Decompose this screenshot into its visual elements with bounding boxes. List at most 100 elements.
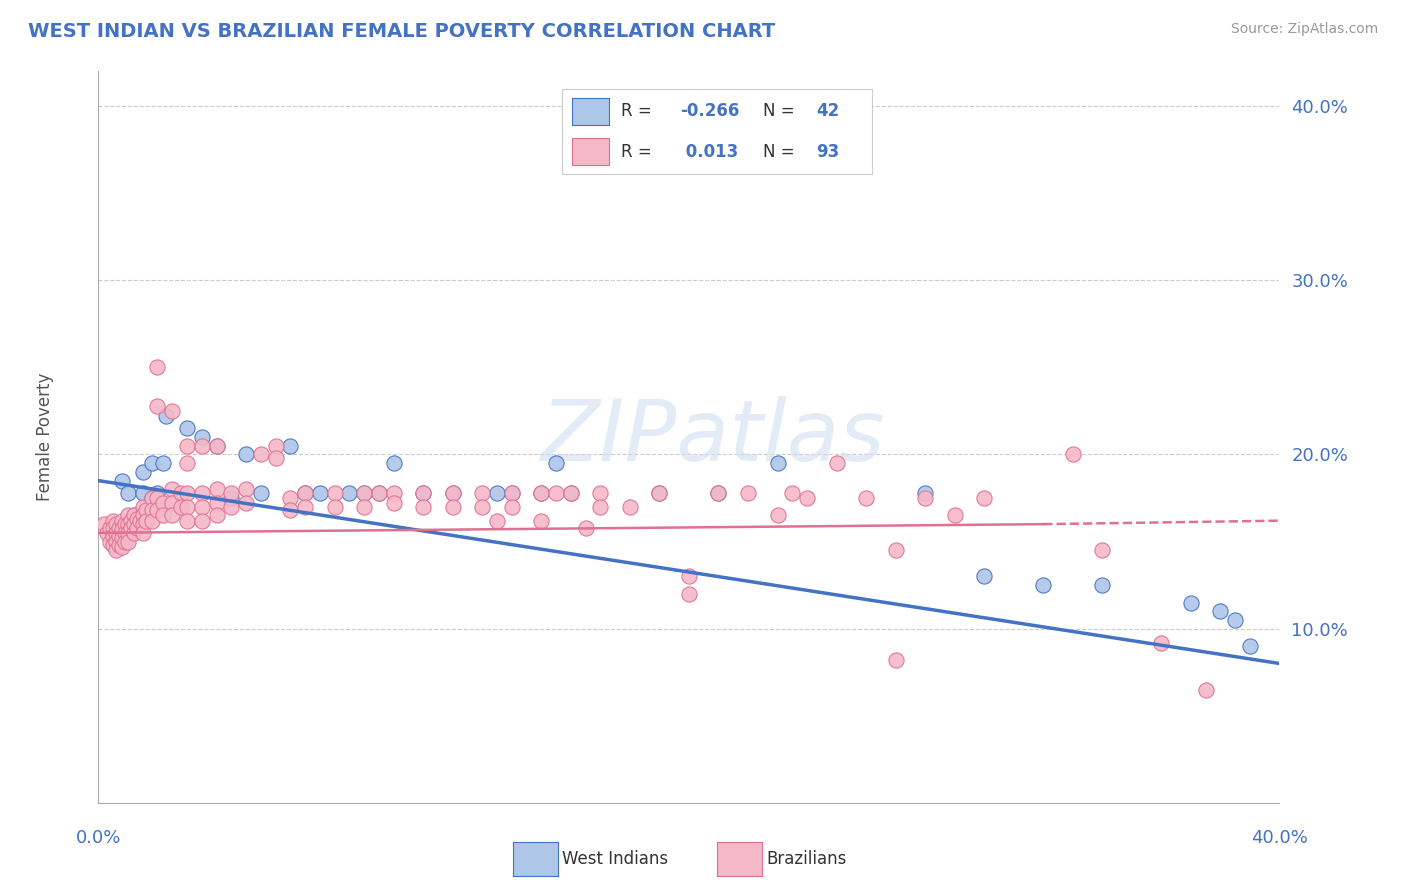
Point (219, 500, 242, 514)
Text: Source: ZipAtlas.com: Source: ZipAtlas.com (1230, 22, 1378, 37)
Point (530, 485, 553, 500)
Point (264, 439, 287, 453)
Point (294, 485, 316, 500)
Point (294, 500, 316, 514)
Point (135, 503, 157, 517)
Point (125, 521, 148, 535)
Point (560, 485, 582, 500)
Point (122, 517, 145, 532)
Text: Brazilians: Brazilians (766, 850, 846, 868)
Point (648, 485, 671, 500)
Point (323, 500, 346, 514)
Point (678, 587, 700, 601)
Point (339, 485, 360, 500)
Text: N =: N = (763, 103, 800, 120)
Point (309, 485, 332, 500)
Point (1150, 635, 1173, 649)
Point (111, 522, 134, 536)
Point (943, 508, 966, 523)
Text: ZIPatlas: ZIPatlas (540, 395, 884, 479)
Point (105, 543, 128, 558)
Point (1180, 595, 1202, 609)
Point (117, 485, 139, 500)
FancyBboxPatch shape (572, 98, 609, 125)
Text: -0.266: -0.266 (681, 103, 740, 120)
Point (141, 491, 163, 505)
Point (353, 500, 375, 514)
Point (205, 483, 228, 497)
Point (250, 485, 273, 500)
Point (1239, 639, 1261, 653)
Point (914, 491, 936, 505)
Point (132, 525, 155, 540)
Point (98, 534, 121, 549)
Point (103, 514, 125, 528)
Point (114, 517, 136, 532)
Point (162, 508, 183, 523)
Point (1032, 578, 1054, 592)
Point (973, 569, 995, 583)
Point (441, 485, 464, 500)
Point (108, 538, 131, 552)
Point (825, 456, 848, 470)
Point (884, 543, 907, 558)
Point (382, 456, 405, 470)
Point (117, 517, 139, 532)
Point (120, 514, 142, 528)
FancyBboxPatch shape (572, 138, 609, 165)
Point (141, 456, 163, 470)
Text: R =: R = (621, 143, 657, 161)
Point (382, 496, 405, 510)
Point (323, 485, 346, 500)
Point (176, 421, 198, 435)
Point (412, 485, 434, 500)
Point (235, 483, 257, 497)
Point (162, 404, 183, 418)
Point (155, 409, 177, 424)
Point (103, 521, 125, 535)
Point (176, 485, 198, 500)
Point (111, 540, 134, 554)
Point (170, 500, 193, 514)
Point (152, 456, 174, 470)
Point (501, 485, 523, 500)
Point (146, 399, 169, 413)
Point (122, 508, 145, 523)
Point (441, 485, 464, 500)
Point (205, 496, 228, 510)
Point (619, 500, 641, 514)
Point (235, 496, 257, 510)
Point (353, 485, 375, 500)
Point (914, 485, 936, 500)
Point (125, 517, 148, 532)
Point (1062, 448, 1084, 462)
Point (108, 529, 131, 543)
Point (501, 500, 523, 514)
Point (219, 485, 242, 500)
Text: 40.0%: 40.0% (1251, 829, 1308, 847)
Point (103, 538, 125, 552)
Point (264, 450, 287, 465)
Point (96, 525, 118, 540)
Point (108, 521, 131, 535)
Point (530, 514, 553, 528)
Point (128, 514, 150, 528)
Point (111, 531, 134, 545)
Point (546, 456, 568, 470)
Point (471, 500, 494, 514)
Point (162, 496, 183, 510)
Point (560, 485, 582, 500)
Point (105, 525, 128, 540)
Point (441, 500, 464, 514)
Point (135, 514, 157, 528)
Point (117, 525, 139, 540)
Point (412, 500, 434, 514)
Point (707, 485, 730, 500)
Point (648, 485, 671, 500)
Point (1209, 604, 1232, 618)
Text: WEST INDIAN VS BRAZILIAN FEMALE POVERTY CORRELATION CHART: WEST INDIAN VS BRAZILIAN FEMALE POVERTY … (28, 22, 775, 41)
Point (114, 525, 136, 540)
Point (294, 485, 316, 500)
Point (205, 439, 228, 453)
Text: N =: N = (763, 143, 800, 161)
